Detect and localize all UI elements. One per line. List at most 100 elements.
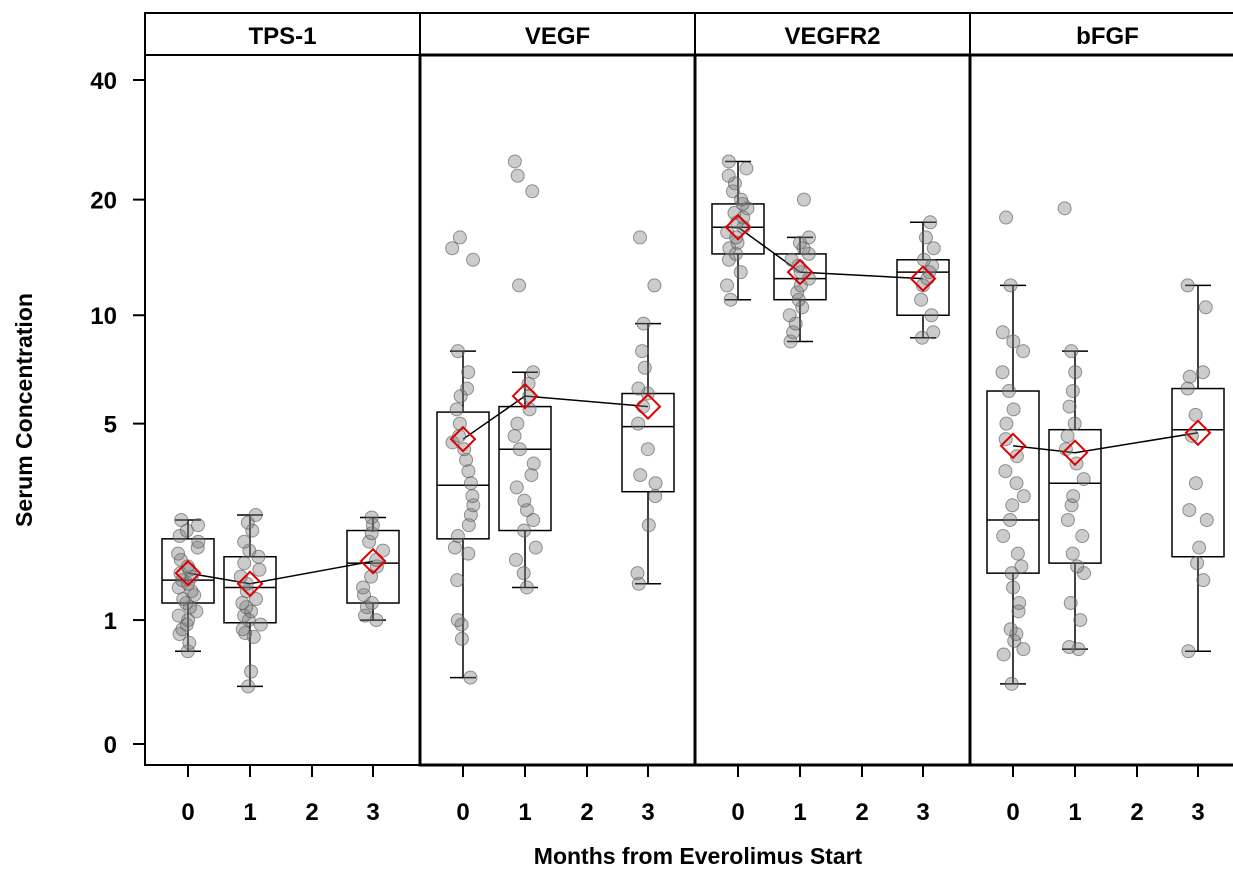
data-point: [516, 566, 531, 581]
data-point: [1012, 596, 1027, 611]
data-point: [465, 489, 480, 504]
data-point: [1192, 540, 1207, 555]
data-point: [1065, 546, 1080, 561]
data-point: [512, 278, 527, 293]
data-point: [1016, 344, 1031, 359]
data-point: [245, 523, 260, 538]
x-tick-label: 1: [518, 799, 531, 826]
box: [711, 203, 765, 255]
data-point: [1060, 428, 1075, 443]
data-point: [636, 316, 651, 331]
data-point: [466, 252, 481, 267]
box-group-month-3: [346, 510, 400, 628]
data-point: [1180, 278, 1195, 293]
data-point: [1006, 402, 1021, 417]
data-point: [449, 402, 464, 417]
data-point: [795, 300, 810, 315]
box-group-month-1: [1048, 201, 1102, 657]
mean-line: [187, 560, 374, 585]
data-point: [995, 365, 1010, 380]
data-point: [171, 546, 186, 561]
data-point: [463, 670, 478, 685]
data-point: [996, 647, 1011, 662]
x-tick-label: 1: [1068, 799, 1081, 826]
data-point: [796, 192, 811, 207]
data-point: [1062, 640, 1077, 655]
y-tick-label: 0: [104, 732, 117, 759]
mean-marker: [634, 393, 662, 420]
data-point: [237, 534, 252, 549]
data-point: [721, 252, 736, 267]
box-group-month-3: [896, 215, 950, 345]
data-point: [1181, 644, 1196, 659]
box-group-month-0: [711, 154, 765, 307]
x-tick-label: 0: [181, 799, 194, 826]
data-point: [720, 278, 735, 293]
data-point: [182, 635, 197, 650]
data-point: [1016, 489, 1031, 504]
data-point: [1065, 384, 1080, 399]
data-point: [784, 252, 799, 267]
data-point: [631, 381, 646, 396]
data-point: [454, 631, 469, 646]
box: [498, 405, 552, 532]
data-point: [461, 546, 476, 561]
mean-line: [1012, 432, 1199, 454]
data-point: [1190, 556, 1205, 571]
data-point: [519, 580, 534, 595]
data-point: [1005, 498, 1020, 513]
data-point: [526, 365, 541, 380]
data-point: [1004, 566, 1019, 581]
data-point: [1009, 476, 1024, 491]
data-point: [995, 325, 1010, 340]
data-point: [1063, 596, 1078, 611]
data-point: [174, 513, 189, 528]
mean-marker: [1061, 439, 1089, 467]
data-point: [1198, 300, 1213, 315]
y-tick-label: 10: [90, 303, 117, 330]
x-axis-label: Months from Everolimus Start: [534, 843, 863, 869]
x-tick-label: 2: [1130, 799, 1143, 826]
data-point: [508, 552, 523, 567]
panel-title: VEGFR2: [784, 23, 880, 50]
data-point: [1196, 365, 1211, 380]
data-point: [235, 596, 250, 611]
data-point: [783, 334, 798, 349]
data-point: [461, 518, 476, 533]
data-point: [648, 476, 663, 491]
data-point: [1003, 278, 1018, 293]
box-group-month-0: [161, 513, 215, 659]
data-point: [739, 161, 754, 176]
data-point: [633, 230, 648, 245]
data-point: [244, 664, 259, 679]
data-point: [1068, 365, 1083, 380]
x-tick-label: 3: [366, 799, 379, 826]
data-point: [996, 529, 1011, 544]
data-point: [357, 608, 372, 623]
data-point: [641, 518, 656, 533]
data-point: [998, 464, 1013, 479]
data-point: [241, 679, 256, 694]
mean-marker: [909, 265, 937, 293]
data-point: [190, 540, 205, 555]
x-tick-label: 1: [243, 799, 256, 826]
data-point: [723, 292, 738, 307]
data-point: [1180, 381, 1195, 396]
mean-marker: [359, 547, 387, 575]
box-group-month-1: [498, 154, 552, 595]
data-point: [454, 617, 469, 632]
data-point: [1003, 622, 1018, 637]
data-point: [1073, 613, 1088, 628]
data-point: [1075, 529, 1090, 544]
x-tick-label: 2: [855, 799, 868, 826]
data-point: [509, 480, 524, 495]
box-group-month-3: [1171, 278, 1225, 659]
panel-bfgf: bFGF 0 1 2 3: [968, 12, 1233, 826]
data-point: [171, 608, 186, 623]
data-point: [526, 456, 541, 471]
data-point: [524, 468, 539, 483]
data-point: [239, 600, 254, 615]
panel-vegf: VEGF 0 1 2 3: [418, 12, 697, 826]
data-point: [725, 184, 740, 199]
y-tick-label: 40: [90, 68, 117, 95]
